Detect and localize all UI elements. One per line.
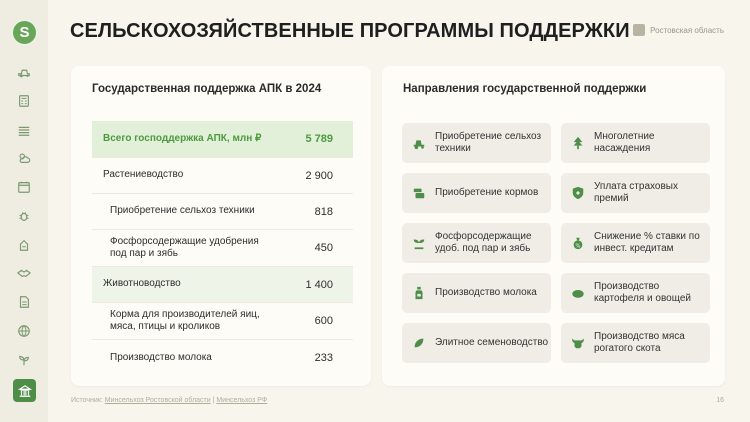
seedling-icon[interactable] (15, 351, 33, 369)
handshake-icon[interactable] (15, 264, 33, 282)
direction-tile[interactable]: Элитное семеноводство (402, 323, 551, 363)
page-title: СЕЛЬСКОХОЗЯЙСТВЕННЫЕ ПРОГРАММЫ ПОДДЕРЖКИ (70, 20, 630, 42)
row-label: Приобретение сельхоз техники (110, 205, 255, 217)
direction-tile[interactable]: Производство картофеля и овощей (561, 273, 710, 313)
region-emblem-icon (633, 24, 646, 36)
logo-letter: S (19, 24, 30, 41)
tractor-icon[interactable] (15, 63, 33, 81)
document-icon[interactable] (15, 293, 33, 311)
seed-icon (412, 336, 426, 350)
table-row: Животноводство 1 400 (92, 267, 353, 303)
cow-icon (571, 336, 585, 350)
bug-icon[interactable] (15, 207, 33, 225)
money-bag-icon: % (571, 236, 585, 250)
source-note: Источник: Минсельхоз Ростовской области … (71, 397, 267, 404)
tree-icon (571, 136, 585, 150)
row-label: Животноводство (103, 278, 181, 290)
svg-text:%: % (576, 243, 581, 249)
source-prefix: Источник: (71, 397, 103, 404)
calendar-icon[interactable] (15, 178, 33, 196)
support-directions-title: Направления государственной поддержки (403, 83, 647, 95)
tile-label: Элитное семеноводство (435, 336, 549, 348)
row-label: Фосфорсодержащие удобрения под пар и зяб… (110, 235, 259, 260)
support-table: Всего господдержка АПК, млн ₽ 5 789 Раст… (92, 121, 353, 376)
tile-label: Приобретение сельхоз техники (435, 130, 542, 155)
tractor-icon (412, 136, 426, 150)
row-label: Производство молока (110, 351, 212, 363)
row-value: 5 789 (305, 133, 333, 145)
table-row: Фосфорсодержащие удобрения под пар и зяб… (92, 230, 353, 267)
row-value: 1 400 (305, 278, 333, 291)
tile-label: Производство молока (435, 286, 537, 298)
milk-bottle-icon (412, 286, 426, 300)
support-directions-grid: Приобретение сельхоз техники Многолетние… (402, 123, 710, 363)
direction-tile[interactable]: Приобретение кормов (402, 173, 551, 213)
table-row: Корма для производителей яиц, мяса, птиц… (92, 303, 353, 340)
direction-tile[interactable]: Фосфорсодержащие удоб. под пар и зябь (402, 223, 551, 263)
source-separator: | (212, 397, 215, 404)
tile-label: Уплата страховых премий (594, 180, 678, 205)
page-number: 16 (716, 397, 724, 404)
globe-icon[interactable] (15, 322, 33, 340)
support-table-title: Государственная поддержка АПК в 2024 (92, 83, 322, 95)
source-link-regional-ministry[interactable]: Минсельхоз Ростовской области (104, 397, 211, 404)
table-row: Приобретение сельхоз техники 818 (92, 194, 353, 230)
direction-tile[interactable]: Уплата страховых премий (561, 173, 710, 213)
region-name: Ростовская область (650, 25, 724, 35)
calculator-icon[interactable] (15, 92, 33, 110)
direction-tile[interactable]: Производство молока (402, 273, 551, 313)
sidebar: S (0, 0, 48, 422)
app-logo[interactable]: S (11, 19, 38, 46)
row-value: 450 (314, 242, 333, 254)
potato-icon (571, 286, 585, 300)
row-value: 818 (314, 205, 333, 218)
support-table-card: Государственная поддержка АПК в 2024 Все… (71, 66, 371, 386)
row-label: Всего господдержка АПК, млн ₽ (103, 132, 262, 144)
row-value: 2 900 (305, 169, 333, 182)
direction-tile[interactable]: Производство мяса рогатого скота (561, 323, 710, 363)
tile-label: Многолетние насаждения (594, 130, 655, 155)
region-label: Ростовская область (633, 24, 724, 36)
row-value: 233 (314, 352, 333, 364)
shield-icon (571, 186, 585, 200)
tile-label: Фосфорсодержащие удоб. под пар и зябь (435, 230, 532, 255)
sprout-icon (412, 236, 426, 250)
field-icon[interactable] (15, 121, 33, 139)
bank-icon[interactable] (13, 379, 36, 402)
row-label: Растениеводство (103, 169, 184, 181)
fertilizer-icon[interactable] (15, 236, 33, 254)
direction-tile[interactable]: Многолетние насаждения (561, 123, 710, 163)
source-link-federal-ministry[interactable]: Минсельхоз РФ (216, 397, 268, 404)
direction-tile[interactable]: Приобретение сельхоз техники (402, 123, 551, 163)
tile-label: Производство мяса рогатого скота (594, 330, 685, 355)
tile-label: Приобретение кормов (435, 186, 539, 198)
weather-icon[interactable] (15, 149, 33, 167)
support-directions-card: Направления государственной поддержки Пр… (382, 66, 725, 386)
row-label: Корма для производителей яиц, мяса, птиц… (110, 308, 260, 333)
direction-tile[interactable]: % Снижение % ставки по инвест. кредитам (561, 223, 710, 263)
table-row-total: Всего господдержка АПК, млн ₽ 5 789 (92, 121, 353, 158)
tile-label: Производство картофеля и овощей (594, 280, 691, 305)
tile-label: Снижение % ставки по инвест. кредитам (594, 230, 700, 255)
table-row: Производство молока 233 (92, 340, 353, 376)
row-value: 600 (314, 315, 333, 327)
feed-icon (412, 186, 426, 200)
table-row: Растениеводство 2 900 (92, 158, 353, 194)
